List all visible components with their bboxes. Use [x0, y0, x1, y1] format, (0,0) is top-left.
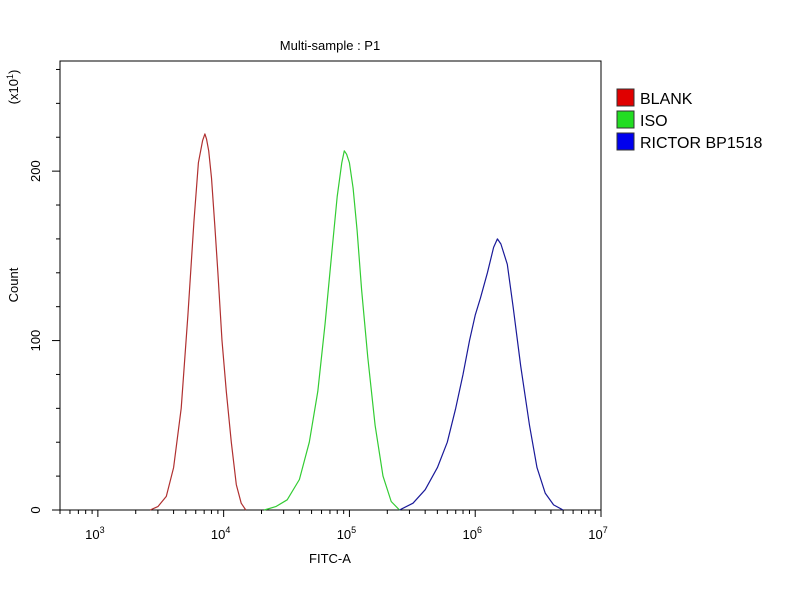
legend-label: BLANK	[640, 91, 693, 108]
y-axis-label: Count	[6, 267, 21, 302]
legend-swatch	[616, 132, 635, 151]
x-tick-label-base: 10	[85, 527, 99, 542]
x-tick-label-base: 10	[588, 527, 602, 542]
y-axis-ticks: 0 100 200	[28, 68, 60, 514]
y-tick-label: 200	[28, 160, 43, 182]
y-tick-label: 0	[28, 506, 43, 513]
x-tick-label-exponent: 4	[225, 525, 230, 535]
y-tick-label: 100	[28, 330, 43, 352]
x-tick-label-exponent: 7	[603, 525, 608, 535]
legend-swatch	[616, 88, 635, 107]
legend: BLANK ISO RICTOR BP1518	[616, 88, 763, 152]
series-curve-2	[399, 238, 564, 511]
y-multiplier-exponent: 1	[5, 74, 15, 79]
y-multiplier-base: (x10	[6, 79, 21, 104]
x-axis-label: FITC-A	[309, 551, 351, 566]
series-curve-0	[149, 133, 247, 511]
legend-swatch	[616, 110, 635, 129]
x-axis-ticks: 103 104 105 106 107	[59, 510, 608, 542]
x-tick-label: 106	[462, 525, 481, 542]
x-tick-label-exponent: 5	[351, 525, 356, 535]
plot-frame	[59, 60, 602, 511]
x-tick-label-exponent: 3	[100, 525, 105, 535]
series-curve-1	[264, 150, 400, 511]
legend-label: RICTOR BP1518	[640, 135, 763, 152]
x-tick-label: 107	[588, 525, 607, 542]
x-tick-label-base: 10	[462, 527, 476, 542]
x-tick-label: 105	[337, 525, 356, 542]
x-tick-label-base: 10	[337, 527, 351, 542]
x-tick-label: 104	[211, 525, 230, 542]
x-tick-label-base: 10	[211, 527, 225, 542]
y-multiplier-label: (x101)	[5, 70, 21, 105]
legend-label: ISO	[640, 113, 668, 130]
chart-title: Multi-sample : P1	[280, 38, 380, 53]
x-tick-label: 103	[85, 525, 104, 542]
histogram-curves	[149, 133, 564, 511]
x-tick-label-exponent: 6	[477, 525, 482, 535]
y-multiplier-close: )	[6, 70, 21, 74]
